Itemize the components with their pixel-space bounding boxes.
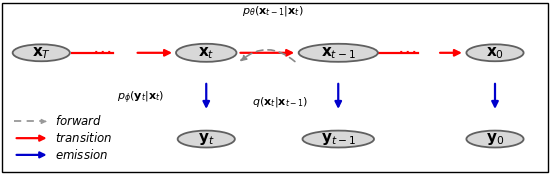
Text: $\mathbf{x}_T$: $\mathbf{x}_T$ [32,45,51,61]
Text: $\mathbf{y}_t$: $\mathbf{y}_t$ [198,131,214,147]
Text: $p_\phi(\mathbf{y}_t|\mathbf{x}_t)$: $p_\phi(\mathbf{y}_t|\mathbf{x}_t)$ [117,89,164,106]
Text: $\it{emission}$: $\it{emission}$ [55,148,108,162]
Text: $\mathbf{y}_{t-1}$: $\mathbf{y}_{t-1}$ [321,131,356,147]
Ellipse shape [302,131,374,147]
Text: $\cdots$: $\cdots$ [92,42,111,61]
Text: $p_\theta(\mathbf{x}_{t-1}|\mathbf{x}_t)$: $p_\theta(\mathbf{x}_{t-1}|\mathbf{x}_t)… [241,4,303,18]
Ellipse shape [13,44,70,61]
Ellipse shape [178,131,235,147]
Text: $\mathbf{x}_{t-1}$: $\mathbf{x}_{t-1}$ [321,45,356,61]
Text: $\it{transition}$: $\it{transition}$ [55,131,112,145]
Text: $\it{forward}$: $\it{forward}$ [55,114,102,128]
Ellipse shape [466,131,524,147]
Ellipse shape [466,44,524,61]
Text: $\cdots$: $\cdots$ [397,42,417,61]
Ellipse shape [299,44,378,62]
Text: $\mathbf{y}_0$: $\mathbf{y}_0$ [486,131,504,147]
Text: $\mathbf{x}_0$: $\mathbf{x}_0$ [486,45,504,61]
Ellipse shape [176,44,236,62]
Text: $q(\mathbf{x}_t|\mathbf{x}_{t-1})$: $q(\mathbf{x}_t|\mathbf{x}_{t-1})$ [252,95,309,109]
Text: $\mathbf{x}_t$: $\mathbf{x}_t$ [198,45,214,61]
